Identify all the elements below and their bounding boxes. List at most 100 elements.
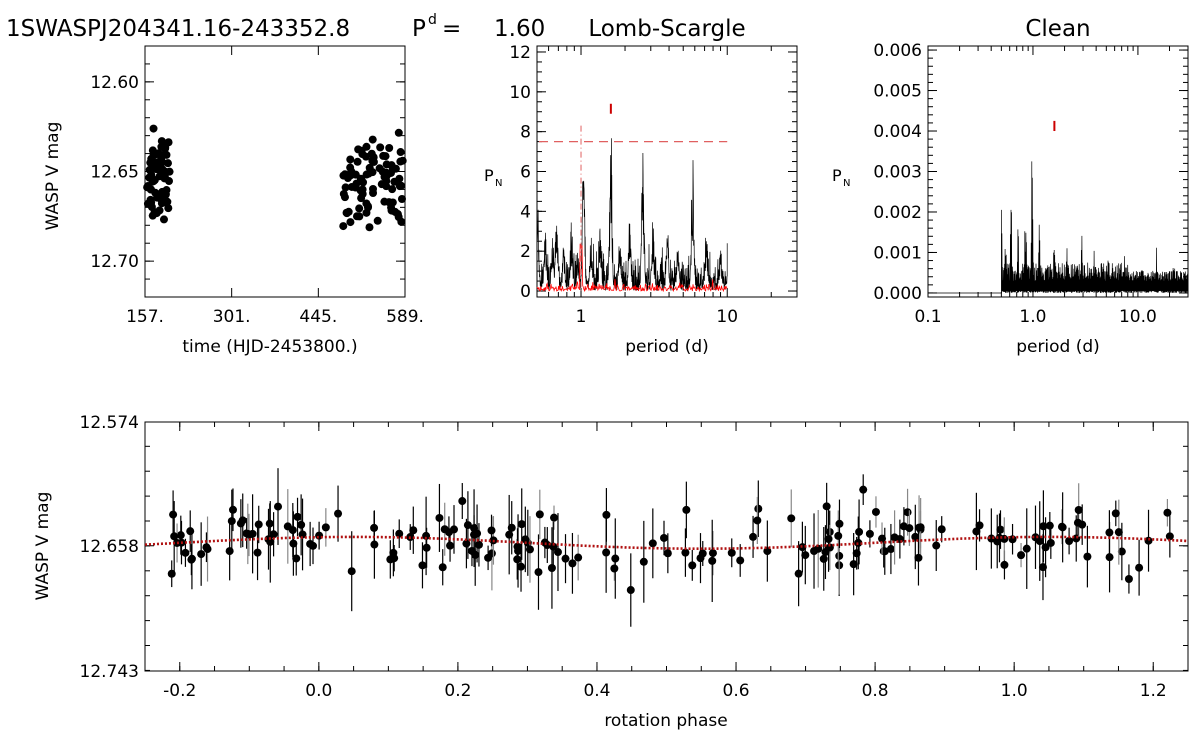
phasefold-point <box>915 523 924 532</box>
clean-ytick-label: 0.004 <box>873 122 922 142</box>
clean-ylabel-main: P <box>832 166 842 185</box>
phasefold-point <box>834 531 843 540</box>
phasefold-panel: rotation phase WASP V mag -0.2 0.0 0.2 0.4 0… <box>33 413 1189 731</box>
phasefold-point <box>753 516 762 525</box>
phasefold-xtick-label: 1.2 <box>1140 681 1167 701</box>
phasefold-point <box>1117 547 1126 556</box>
phasefold-point <box>905 524 914 533</box>
phasefold-point <box>681 548 690 557</box>
phasefold-point <box>871 507 880 516</box>
lightcurve-point <box>153 193 162 202</box>
phasefold-point <box>568 559 577 568</box>
phasefold-point <box>181 548 190 557</box>
phasefold-point <box>787 514 796 523</box>
clean-panel: Clean period (d) P N 0.1 1.0 10.0 0.000 0.00… <box>832 16 1189 357</box>
lightcurve-xtick-label: 445. <box>299 307 337 327</box>
lightcurve-point <box>355 204 364 213</box>
lightcurve-point <box>368 168 377 177</box>
phasefold-point <box>187 554 196 563</box>
phasefold-point <box>418 561 427 570</box>
clean-series <box>929 161 1189 294</box>
phasefold-point <box>513 542 522 551</box>
phasefold-point <box>1039 522 1048 531</box>
phasefold-point <box>390 554 399 563</box>
lightcurve-point <box>388 185 397 194</box>
phasefold-point <box>1114 528 1123 537</box>
lightcurve-point <box>160 150 169 159</box>
phasefold-point <box>975 521 984 530</box>
lightcurve-point <box>149 124 158 133</box>
header-period-value: 1.60 <box>494 16 545 42</box>
lightcurve-point <box>147 170 156 179</box>
phasefold-point <box>1105 553 1114 562</box>
phasefold-point <box>1022 544 1031 553</box>
phasefold-fit-curve <box>144 535 1189 550</box>
lightcurve-point <box>395 182 404 191</box>
lightcurve-point <box>396 148 405 157</box>
lombscargle-xtick-label: 1 <box>576 307 587 327</box>
phasefold-xtick-label: -0.2 <box>163 681 196 701</box>
phasefold-point <box>238 516 247 525</box>
phasefold-xtick-label: 0.4 <box>583 681 610 701</box>
lightcurve-point <box>375 164 384 173</box>
phasefold-point <box>243 529 252 538</box>
lightcurve-point <box>359 178 368 187</box>
phasefold-point <box>708 556 717 565</box>
phasefold-point <box>937 525 946 534</box>
lightcurve-point <box>164 204 173 213</box>
clean-xtick-label: 10.0 <box>1119 307 1157 327</box>
clean-xtick-label: 1.0 <box>1019 307 1046 327</box>
phasefold-point <box>727 548 736 557</box>
phasefold-point <box>972 527 981 536</box>
phasefold-point <box>274 502 283 511</box>
phasefold-point <box>1008 535 1017 544</box>
phasefold-point <box>1058 523 1067 532</box>
phasefold-point <box>547 563 556 572</box>
phasefold-point <box>855 527 864 536</box>
phasefold-point <box>688 561 697 570</box>
phasefold-point <box>794 569 803 578</box>
phasefold-point <box>610 564 619 573</box>
clean-ylabel-sub: N <box>843 178 850 189</box>
phasefold-xtick-label: 0.8 <box>862 681 889 701</box>
phasefold-point <box>525 545 534 554</box>
phasefold-ytick-label: 12.743 <box>80 662 139 682</box>
phasefold-point <box>648 539 657 548</box>
lightcurve-point <box>347 182 356 191</box>
phasefold-xtick-label: 1.0 <box>1001 681 1028 701</box>
clean-frame <box>927 45 1189 298</box>
phasefold-point <box>849 560 858 569</box>
clean-xlabel: period (d) <box>1016 337 1100 357</box>
lightcurve-point <box>390 177 399 186</box>
phasefold-point <box>254 520 263 529</box>
lightcurve-point <box>358 189 367 198</box>
phasefold-point <box>698 549 707 558</box>
lightcurve-point <box>342 209 351 218</box>
lombscargle-ytick-label: 10 <box>509 83 531 103</box>
phasefold-point <box>422 543 431 552</box>
lightcurve-point <box>385 144 394 153</box>
phasefold-point <box>659 533 668 542</box>
phasefold-point <box>446 541 455 550</box>
phasefold-point <box>549 542 558 551</box>
lombscargle-ytick-label: 4 <box>520 202 531 222</box>
phasefold-point <box>1065 537 1074 546</box>
clean-ytick-label: 0.000 <box>873 284 922 304</box>
phasefold-point <box>1083 552 1092 561</box>
phasefold-point <box>395 529 404 538</box>
lombscargle-window-series <box>536 243 728 293</box>
lombscargle-ylabel-main: P <box>484 166 494 185</box>
phasefold-point <box>914 553 923 562</box>
lightcurve-point <box>353 157 362 166</box>
phasefold-point <box>1111 509 1120 518</box>
phasefold-point <box>1000 534 1009 543</box>
lightcurve-point <box>159 215 168 224</box>
lombscargle-title: Lomb-Scargle <box>588 16 745 42</box>
phasefold-point <box>736 556 745 565</box>
phasefold-point <box>370 540 379 549</box>
lightcurve-point <box>163 159 172 168</box>
phasefold-point <box>561 554 570 563</box>
phasefold-point <box>306 539 315 548</box>
lightcurve-xtick-label: 157. <box>126 307 164 327</box>
lightcurve-xtick-label: 589. <box>386 307 424 327</box>
